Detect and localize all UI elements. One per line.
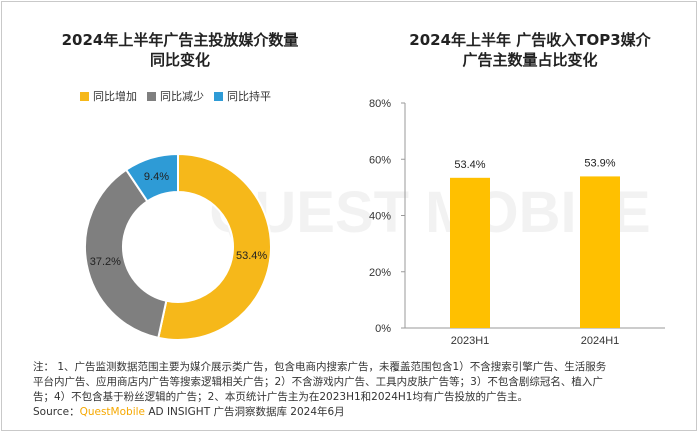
bar-y-tick-label: 80%: [369, 98, 391, 110]
bar-y-tick-label: 20%: [369, 267, 391, 279]
legend-swatch-decrease: [147, 91, 156, 101]
legend-label-flat: 同比持平: [227, 90, 271, 103]
legend-swatch-increase: [80, 91, 89, 101]
bar-y-tick-label: 60%: [369, 154, 391, 166]
footnote-line-2: 平台内广告、应用商店内广告等搜索逻辑相关广告；2）不含游戏内广告、工具内皮肤广告…: [33, 376, 603, 388]
donut-label-flat: 9.4%: [144, 171, 169, 183]
donut-label-decrease: 37.2%: [90, 256, 121, 268]
donut-slice-increase: [157, 152, 272, 341]
donut-legend: 同比增加 同比减少 同比持平: [80, 88, 271, 104]
source-prefix: Source：: [33, 406, 80, 418]
legend-item-decrease: 同比减少: [147, 88, 204, 104]
donut-chart-title: 2024年上半年广告主投放媒介数量 同比变化: [20, 30, 340, 70]
bar-category-label-2024H1: 2024H1: [581, 335, 620, 347]
footnote: 注： 1、广告监测数据范围主要为媒介展示类广告，包含电商内搜索广告，未覆盖范围包…: [33, 360, 683, 420]
donut-title-line-1: 2024年上半年广告主投放媒介数量: [61, 31, 299, 49]
donut-label-increase: 53.4%: [236, 250, 267, 262]
source-line: Source：QuestMobile AD INSIGHT 广告洞察数据库 20…: [33, 405, 683, 420]
bar-chart-title: 2024年上半年 广告收入TOP3媒介 广告主数量占比变化: [370, 30, 690, 70]
legend-item-increase: 同比增加: [80, 88, 137, 104]
bar-category-label-2023H1: 2023H1: [451, 335, 490, 347]
bar-y-tick-label: 40%: [369, 211, 391, 223]
footnote-line-1: 注： 1、广告监测数据范围主要为媒介展示类广告，包含电商内搜索广告，未覆盖范围包…: [33, 361, 607, 373]
source-brand: QuestMobile: [79, 406, 145, 418]
bar-2023H1: [450, 177, 490, 328]
legend-label-decrease: 同比减少: [160, 90, 204, 103]
legend-item-flat: 同比持平: [214, 88, 271, 104]
bar-value-label-2024H1: 53.9%: [584, 157, 615, 169]
watermark-text: QUEST MOBILE: [209, 180, 650, 245]
donut-slice-decrease: [84, 168, 168, 340]
bar-title-line-1: 2024年上半年 广告收入TOP3媒介: [409, 31, 651, 49]
legend-label-increase: 同比增加: [93, 90, 137, 103]
donut-slice-flat: [124, 152, 179, 203]
donut-title-line-2: 同比变化: [149, 51, 210, 69]
source-rest: AD INSIGHT 广告洞察数据库 2024年6月: [145, 406, 345, 418]
legend-swatch-flat: [214, 91, 223, 101]
bar-y-tick-label: 0%: [375, 323, 391, 335]
bar-title-line-2: 广告主数量占比变化: [462, 51, 598, 69]
bar-2024H1: [580, 176, 620, 328]
bar-value-label-2023H1: 53.4%: [454, 159, 485, 171]
footnote-line-3: 告；4）不包含基于粉丝逻辑的广告；2、本页统计广告主为在2023H1和2024H…: [33, 391, 528, 403]
